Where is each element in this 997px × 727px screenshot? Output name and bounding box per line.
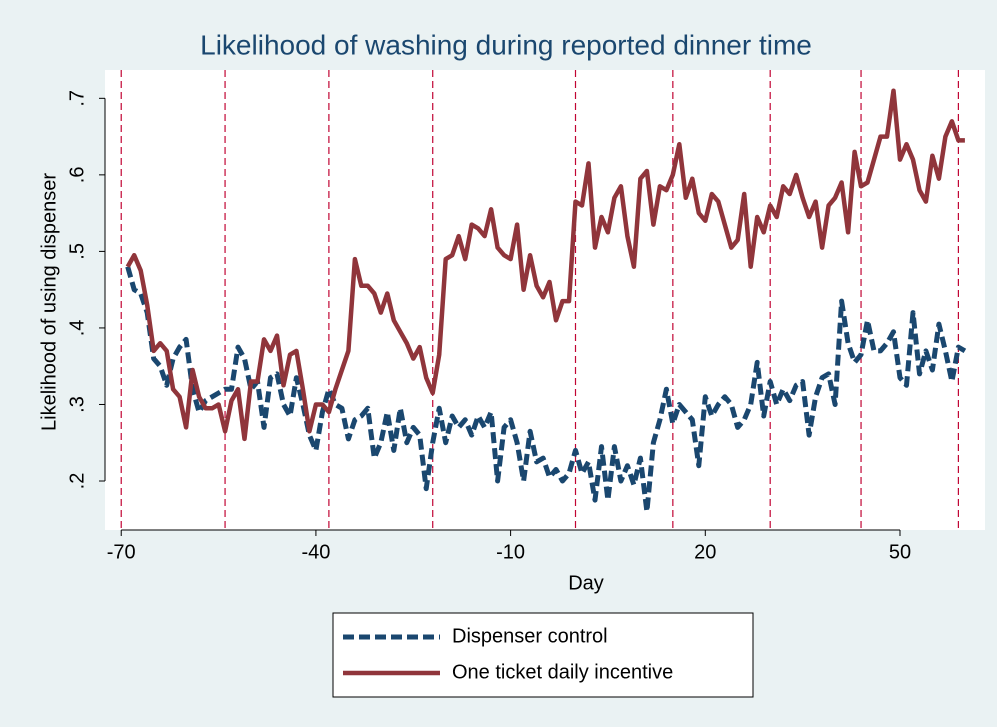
- y-tick-label: .2: [66, 473, 88, 490]
- x-tick-label: -40: [301, 541, 330, 563]
- x-axis-label: Day: [568, 572, 604, 594]
- y-tick-label: .4: [66, 320, 88, 337]
- y-tick-label: .7: [66, 90, 88, 107]
- x-tick-label: -70: [107, 541, 136, 563]
- plot-area: [105, 70, 985, 530]
- legend: [332, 612, 754, 698]
- series-line: [125, 266, 967, 515]
- x-tick-label: -10: [496, 541, 525, 563]
- y-tick-label: .6: [66, 167, 88, 184]
- chart-title: Likelihood of washing during reported di…: [200, 29, 812, 60]
- series-line: [125, 88, 965, 442]
- x-tick-label: 20: [694, 541, 716, 563]
- y-axis-label: Likelihood of using dispenser: [38, 173, 60, 431]
- y-tick-label: .5: [66, 243, 88, 260]
- legend-label: One ticket daily incentive: [452, 661, 673, 683]
- y-tick-label: .3: [66, 396, 88, 413]
- legend-label: Dispenser control: [452, 625, 608, 647]
- x-tick-label: 50: [889, 541, 911, 563]
